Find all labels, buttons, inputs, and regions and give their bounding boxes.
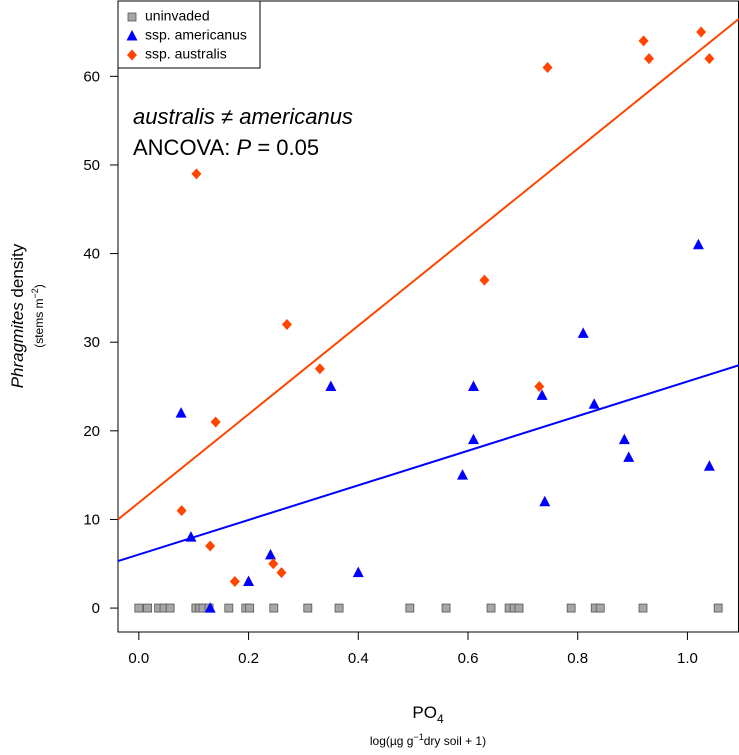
- point: [644, 53, 655, 65]
- point: [281, 318, 292, 330]
- point: [314, 363, 325, 375]
- point: [334, 603, 344, 613]
- x-tick-label: 0.6: [458, 650, 479, 667]
- annotation-part: ANCOVA:: [133, 135, 237, 160]
- y-tick-label: 20: [83, 423, 100, 440]
- point: [229, 575, 240, 587]
- point: [303, 603, 313, 613]
- point: [143, 603, 153, 613]
- point: [269, 603, 279, 613]
- legend-label: ssp. australis: [145, 46, 227, 62]
- x-axis-sublabel-part: dry soil + 1): [424, 734, 486, 748]
- point: [618, 433, 630, 445]
- annotation: australis ≠ americanus: [133, 104, 353, 129]
- plot-frame: [117, 0, 739, 633]
- point: [165, 603, 175, 613]
- point: [405, 603, 415, 613]
- point: [696, 26, 707, 38]
- point: [265, 548, 277, 560]
- point: [623, 451, 635, 462]
- x-axis-sublabel-part: −1: [413, 732, 423, 742]
- x-axis-label-part: PO: [412, 703, 437, 722]
- x-tick-label: 0.8: [567, 650, 588, 667]
- point: [210, 416, 221, 428]
- point: [243, 575, 255, 586]
- legend-box: [117, 0, 261, 69]
- point: [224, 603, 234, 613]
- point: [175, 407, 187, 418]
- x-axis-sublabel-part: log(µg g: [370, 734, 414, 748]
- y-axis-label: Phragmites density: [8, 243, 27, 388]
- y-tick-label: 30: [83, 334, 100, 351]
- x-tick-label: 0.4: [348, 650, 369, 667]
- point: [713, 603, 723, 613]
- point: [276, 567, 287, 579]
- point: [325, 380, 337, 392]
- point: [692, 238, 704, 250]
- point: [534, 381, 545, 393]
- point: [441, 603, 451, 613]
- annotation-part: = 0.05: [251, 135, 319, 160]
- point: [638, 35, 649, 47]
- y-axis-label-part: density: [8, 243, 27, 302]
- y-tick-label: 60: [83, 68, 100, 85]
- y-tick-label: 40: [83, 246, 100, 263]
- y-axis-label-part: Phragmites: [8, 302, 27, 388]
- annotation-part: P: [237, 135, 252, 160]
- point: [486, 603, 496, 613]
- point: [204, 602, 216, 613]
- point: [268, 558, 279, 570]
- legend-label: ssp. americanus: [145, 27, 247, 43]
- point: [352, 566, 364, 578]
- x-axis-sublabel: log(µg g−1dry soil + 1): [370, 732, 486, 748]
- legend-marker: [126, 30, 138, 41]
- fit-line: [117, 364, 739, 563]
- annotation: ANCOVA: P = 0.05: [133, 135, 319, 160]
- point: [245, 603, 255, 613]
- point: [566, 603, 576, 613]
- point: [542, 61, 553, 73]
- x-axis-label-part: 4: [437, 712, 444, 726]
- legend-label: uninvaded: [145, 8, 210, 24]
- point: [514, 603, 524, 613]
- y-axis-sublabel-part: ): [32, 284, 46, 288]
- x-tick-label: 0.2: [238, 650, 259, 667]
- point: [595, 603, 605, 613]
- point: [638, 603, 648, 613]
- annotation-part: australis ≠ americanus: [133, 104, 353, 129]
- x-tick-label: 1.0: [677, 650, 698, 667]
- point: [467, 433, 479, 445]
- legend-marker: [127, 12, 137, 22]
- point: [536, 389, 548, 400]
- x-tick-label: 0.0: [128, 650, 149, 667]
- point: [703, 460, 715, 471]
- point: [467, 380, 479, 392]
- y-axis-sublabel-part: (stems m: [32, 298, 46, 347]
- point: [577, 327, 589, 338]
- point: [134, 603, 144, 613]
- y-tick-label: 0: [92, 600, 100, 617]
- y-axis-sublabel: (stems m−2): [30, 284, 46, 348]
- point: [185, 531, 197, 542]
- fit-line: [117, 17, 739, 521]
- point: [457, 469, 469, 480]
- y-tick-label: 50: [83, 157, 100, 174]
- y-tick-label: 10: [83, 511, 100, 528]
- x-axis-label: PO4: [412, 703, 444, 726]
- point: [479, 274, 490, 286]
- point: [176, 505, 187, 517]
- point: [191, 168, 202, 180]
- point: [704, 53, 715, 65]
- y-axis-sublabel-part: −2: [30, 288, 40, 298]
- point: [205, 540, 216, 552]
- point: [539, 495, 551, 507]
- point: [588, 398, 600, 409]
- legend-marker: [127, 49, 137, 61]
